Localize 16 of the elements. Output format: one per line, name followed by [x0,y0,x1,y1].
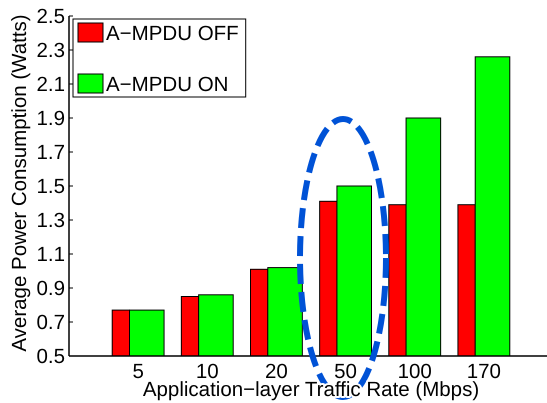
y-tick-label: 0.7 [36,311,65,334]
legend-label: A−MPDU ON [106,73,228,96]
y-tick-label: 0.9 [36,277,65,300]
x-tick-label: 5 [132,360,144,383]
legend-label: A−MPDU OFF [106,22,239,45]
y-tick-label: 2.5 [36,5,65,28]
x-tick-label: 20 [265,360,288,383]
y-tick-label: 1.5 [36,175,65,198]
y-tick-label: 0.5 [36,345,65,368]
y-tick-label: 1.3 [36,209,65,232]
y-tick-label: 2.1 [36,73,65,96]
y-tick-label: 2.3 [36,39,65,62]
y-tick-label: 1.1 [36,243,65,266]
y-axis-title: Average Power Consumption (Watts) [8,14,31,352]
y-tick-label: 1.9 [36,107,65,130]
y-tick-label: 1.7 [36,141,65,164]
